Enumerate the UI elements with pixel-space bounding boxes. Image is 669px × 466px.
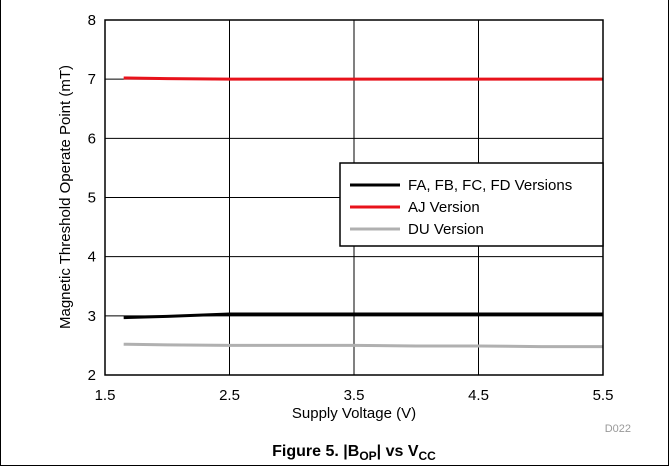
x-tick-labels: 1.5 2.5 3.5 4.5 5.5: [95, 387, 614, 404]
figure-code: D022: [605, 423, 631, 435]
x-tick-label: 4.5: [468, 387, 489, 404]
caption-prefix: Figure 5. |B: [272, 443, 359, 460]
x-tick-label: 3.5: [344, 387, 365, 404]
y-tick-label: 4: [88, 249, 96, 266]
x-tick-label: 2.5: [219, 387, 240, 404]
series-line-2: [123, 342, 603, 349]
caption-sub-op: OP: [359, 449, 376, 463]
legend-label-0: FA, FB, FC, FD Versions: [408, 177, 572, 194]
x-tick-label: 1.5: [95, 387, 116, 404]
legend-items: FA, FB, FC, FD Versions AJ Version DU Vers…: [350, 177, 572, 238]
y-tick-label: 7: [88, 71, 96, 88]
x-axis-label: Supply Voltage (V): [292, 405, 416, 422]
series-line-1: [123, 76, 603, 81]
caption-sub-cc: CC: [419, 449, 437, 463]
series-lines: [123, 76, 603, 349]
caption-middle: | vs V: [377, 443, 419, 460]
y-tick-label: 2: [88, 367, 96, 384]
legend-label-1: AJ Version: [408, 199, 480, 216]
y-tick-label: 6: [88, 130, 96, 147]
y-axis-label: Magnetic Threshold Operate Point (mT): [57, 65, 74, 329]
legend-label-2: DU Version: [408, 221, 484, 238]
series-line-0: [123, 312, 603, 320]
legend-box: [339, 162, 604, 247]
y-tick-labels: 2 3 4 5 6 7 8: [88, 12, 96, 384]
y-tick-label: 5: [88, 190, 96, 207]
x-tick-label: 5.5: [593, 387, 614, 404]
y-tick-label: 8: [88, 12, 96, 29]
y-tick-label: 3: [88, 308, 96, 325]
legend: FA, FB, FC, FD Versions AJ Version DU Vers…: [339, 162, 604, 247]
figure-caption: Figure 5. |BOP| vs VCC: [272, 443, 436, 463]
